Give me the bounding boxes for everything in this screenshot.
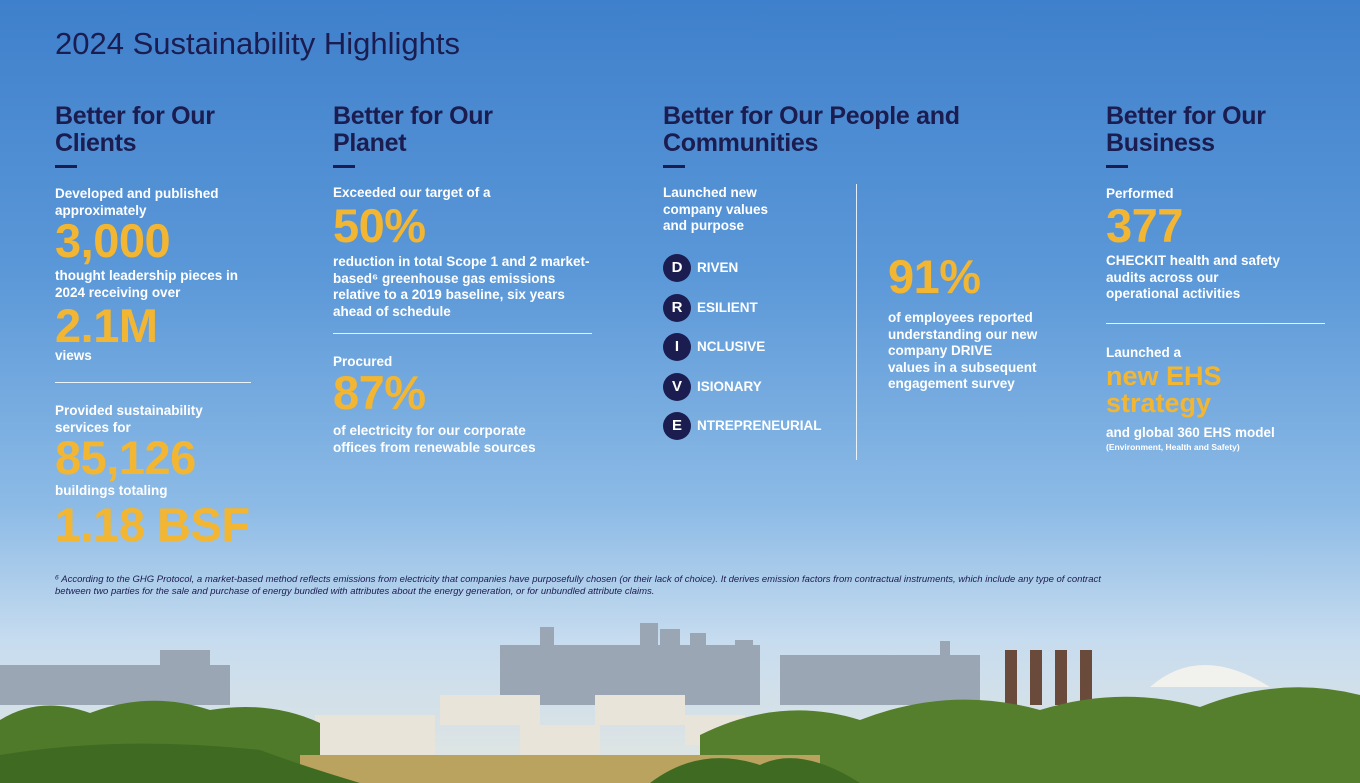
value-letter: E <box>663 412 691 441</box>
trees <box>700 687 1360 783</box>
distant-buildings <box>0 623 980 705</box>
column-heading: Better for Our Planet <box>333 102 493 157</box>
page-title: 2024 Sustainability Highlights <box>55 26 460 61</box>
intro-text: thought leadership pieces in 2024 receiv… <box>55 268 239 300</box>
outro-text: reduction in total Scope 1 and 2 market-… <box>333 254 590 319</box>
intro-text: Exceeded our target of a <box>333 185 491 200</box>
divider <box>55 382 251 383</box>
heading-bar <box>55 165 77 168</box>
divider <box>1106 323 1325 324</box>
footnote: ⁶ According to the GHG Protocol, a marke… <box>55 574 1101 597</box>
outro-text: of electricity for our corporate offices… <box>333 423 536 455</box>
column-heading: Better for Our Clients <box>55 102 215 157</box>
outro-text: and global 360 EHS model <box>1106 425 1275 440</box>
key-figure: 85,126 <box>55 431 196 484</box>
column-heading: Better for Our Business <box>1106 102 1266 157</box>
intro-text: Provided sustainability services for <box>55 403 203 435</box>
outro-text: of employees reported understanding our … <box>888 310 1038 391</box>
divider <box>333 333 592 334</box>
value-letter: I <box>663 333 691 362</box>
outro-text: CHECKIT health and safety audits across … <box>1106 253 1281 301</box>
key-figure: 2.1M <box>55 299 158 352</box>
intro-text: buildings totaling <box>55 483 168 498</box>
value-letter: D <box>663 254 691 282</box>
heading-bar <box>1106 165 1128 168</box>
skyline-illustration <box>0 623 1360 783</box>
chimneys <box>1005 650 1092 705</box>
heading-bar <box>333 165 355 168</box>
key-figure: 1.18 BSF <box>55 498 250 551</box>
intro-text: Developed and published approximately <box>55 186 219 218</box>
value-letter: R <box>663 293 691 322</box>
intro-text: Launched a <box>1106 345 1182 360</box>
dome <box>1150 665 1270 687</box>
key-figure: 377 <box>1106 199 1183 252</box>
key-figure: new EHS strategy <box>1106 361 1222 418</box>
value-letter: V <box>663 372 691 401</box>
column-heading: Better for Our People and Communities <box>663 102 960 157</box>
heading-bar <box>663 165 685 168</box>
note-text: (Environment, Health and Safety) <box>1106 442 1240 452</box>
value-word: ESILIENT <box>697 299 758 315</box>
intro-text: Performed <box>1106 186 1174 201</box>
value-word: NTREPRENEURIAL <box>697 418 822 434</box>
divider <box>856 184 857 460</box>
value-word: ISIONARY <box>697 378 762 394</box>
value-word: RIVEN <box>697 260 739 275</box>
value-word: NCLUSIVE <box>697 339 766 355</box>
key-figure: 91% <box>888 250 981 303</box>
key-figure: 87% <box>333 366 426 419</box>
trees <box>650 758 860 783</box>
trees <box>0 743 360 783</box>
outro-text: views <box>55 348 92 363</box>
intro-text: Launched new company values and purpose <box>663 185 769 233</box>
key-figure: 50% <box>333 199 426 252</box>
historic-buildings <box>315 695 745 755</box>
key-figure: 3,000 <box>55 214 171 267</box>
intro-text: Procured <box>333 354 393 369</box>
